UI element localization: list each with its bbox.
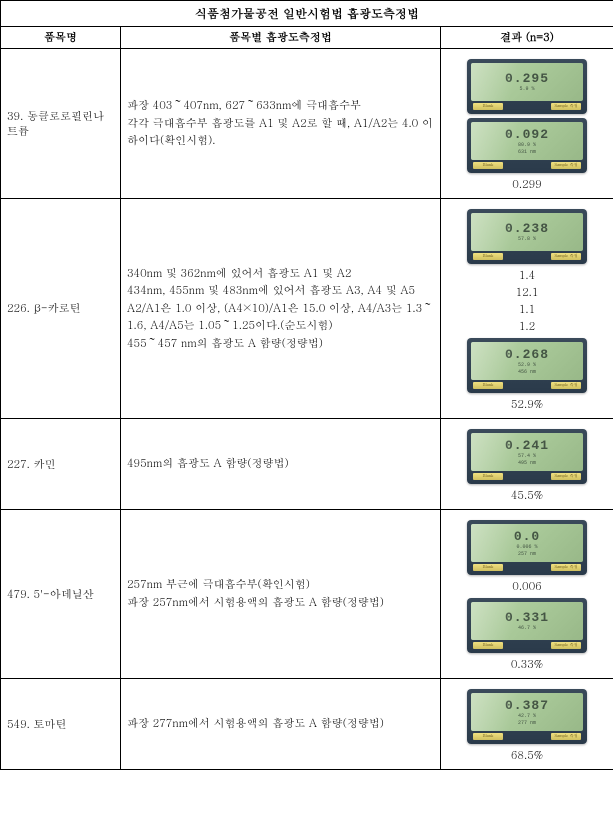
screen-main-value: 0.387 [505, 699, 549, 712]
device-screen: 0.26852.9 %456 nm [471, 342, 583, 380]
measurement-device: 0.24157.4 %495 nm Blank Sample 측정 [467, 429, 587, 484]
device-screen: 0.00.006 %257 nm [471, 524, 583, 562]
method-description: 257nm 부근에 극대흡수부(확인시험)파장 257nm에서 시험용액의 흡광… [121, 510, 441, 679]
device-screen: 0.24157.4 %495 nm [471, 433, 583, 471]
screen-main-value: 0.0 [514, 530, 540, 543]
measurement-device: 0.23857.8 % Blank Sample 측정 [467, 209, 587, 264]
device-buttons: Blank Sample 측정 [471, 103, 583, 110]
table-row: 549. 토마틴파장 277nm에서 시험용액의 흡광도 A 함량(정량법)0.… [1, 679, 613, 770]
device-buttons: Blank Sample 측정 [471, 642, 583, 649]
screen-sub-value: 5.9 % [520, 86, 535, 92]
screen-wavelength: 277 nm [518, 720, 536, 726]
item-name: 226. β-카로틴 [1, 199, 121, 419]
device-buttons: Blank Sample 측정 [471, 564, 583, 571]
sample-button: Sample 측정 [551, 103, 581, 110]
result-cell: 0.24157.4 %495 nm Blank Sample 측정 45.5% [441, 419, 613, 510]
table-title: 식품첨가물공전 일반시험법 흡광도측정법 [1, 1, 613, 27]
header-result: 결과 (n=3) [441, 27, 613, 49]
device-buttons: Blank Sample 측정 [471, 382, 583, 389]
device-screen: 0.09280.9 %631 nm [471, 122, 583, 160]
result-value: 1.2 [445, 319, 609, 334]
measurement-device: 0.38742.7 %277 nm Blank Sample 측정 [467, 689, 587, 744]
method-description: 495nm의 흡광도 A 함량(정량법) [121, 419, 441, 510]
blank-button: Blank [473, 642, 503, 649]
blank-button: Blank [473, 103, 503, 110]
header-row: 품목명 품목별 흡광도측정법 결과 (n=3) [1, 27, 613, 49]
measurement-device: 0.26852.9 %456 nm Blank Sample 측정 [467, 338, 587, 393]
blank-button: Blank [473, 733, 503, 740]
screen-main-value: 0.241 [505, 439, 549, 452]
device-buttons: Blank Sample 측정 [471, 162, 583, 169]
screen-main-value: 0.092 [505, 128, 549, 141]
result-value: 1.1 [445, 302, 609, 317]
item-name: 479. 5'-아데닐산 [1, 510, 121, 679]
sample-button: Sample 측정 [551, 564, 581, 571]
item-name: 39. 동클로로필린나트륨 [1, 49, 121, 199]
item-name: 227. 카민 [1, 419, 121, 510]
screen-sub-value: 0.006 % [517, 544, 538, 550]
main-table: 식품첨가물공전 일반시험법 흡광도측정법 품목명 품목별 흡광도측정법 결과 (… [0, 0, 613, 770]
sample-button: Sample 측정 [551, 733, 581, 740]
screen-wavelength: 495 nm [518, 460, 536, 466]
result-value: 1.4 [445, 268, 609, 283]
sample-button: Sample 측정 [551, 162, 581, 169]
device-screen: 0.38742.7 %277 nm [471, 693, 583, 731]
measurement-device: 0.00.006 %257 nm Blank Sample 측정 [467, 520, 587, 575]
measurement-device: 0.33146.7 % Blank Sample 측정 [467, 598, 587, 653]
result-value: 52.9% [445, 397, 609, 412]
blank-button: Blank [473, 253, 503, 260]
screen-sub-value: 46.7 % [518, 625, 536, 631]
result-value: 45.5% [445, 488, 609, 503]
blank-button: Blank [473, 382, 503, 389]
screen-wavelength: 631 nm [518, 149, 536, 155]
measurement-device: 0.2955.9 % Blank Sample 측정 [467, 59, 587, 114]
item-name: 549. 토마틴 [1, 679, 121, 770]
screen-sub-value: 57.4 % [518, 453, 536, 459]
table-row: 479. 5'-아데닐산257nm 부근에 극대흡수부(확인시험)파장 257n… [1, 510, 613, 679]
result-value: 12.1 [445, 285, 609, 300]
method-description: 파장 277nm에서 시험용액의 흡광도 A 함량(정량법) [121, 679, 441, 770]
sample-button: Sample 측정 [551, 382, 581, 389]
device-screen: 0.33146.7 % [471, 602, 583, 640]
blank-button: Blank [473, 162, 503, 169]
table-row: 39. 동클로로필린나트륨파장 403～407nm, 627～633nm에 극대… [1, 49, 613, 199]
screen-main-value: 0.268 [505, 348, 549, 361]
measurement-device: 0.09280.9 %631 nm Blank Sample 측정 [467, 118, 587, 173]
device-screen: 0.2955.9 % [471, 63, 583, 101]
method-description: 340nm 및 362nm에 있어서 흡광도 A1 및 A2434nm, 455… [121, 199, 441, 419]
result-cell: 0.38742.7 %277 nm Blank Sample 측정 68.5% [441, 679, 613, 770]
header-method: 품목별 흡광도측정법 [121, 27, 441, 49]
screen-main-value: 0.238 [505, 222, 549, 235]
result-cell: 0.2955.9 %BlankSample 측정0.09280.9 %631 n… [441, 49, 613, 199]
screen-wavelength: 257 nm [518, 551, 536, 557]
device-buttons: Blank Sample 측정 [471, 733, 583, 740]
result-value: 0.006 [445, 579, 609, 594]
screen-sub-value: 57.8 % [518, 236, 536, 242]
title-row: 식품첨가물공전 일반시험법 흡광도측정법 [1, 1, 613, 27]
screen-sub-value: 80.9 % [518, 142, 536, 148]
device-screen: 0.23857.8 % [471, 213, 583, 251]
device-buttons: Blank Sample 측정 [471, 473, 583, 480]
result-value: 0.299 [445, 177, 609, 192]
result-cell: 0.23857.8 % Blank Sample 측정 1.4 12.1 1.1 1.2 0.… [441, 199, 613, 419]
table-row: 227. 카민495nm의 흡광도 A 함량(정량법)0.24157.4 %49… [1, 419, 613, 510]
header-name: 품목명 [1, 27, 121, 49]
table-row: 226. β-카로틴340nm 및 362nm에 있어서 흡광도 A1 및 A2… [1, 199, 613, 419]
sample-button: Sample 측정 [551, 642, 581, 649]
sample-button: Sample 측정 [551, 253, 581, 260]
blank-button: Blank [473, 473, 503, 480]
device-buttons: Blank Sample 측정 [471, 253, 583, 260]
sample-button: Sample 측정 [551, 473, 581, 480]
result-value: 68.5% [445, 748, 609, 763]
screen-wavelength: 456 nm [518, 369, 536, 375]
result-value: 0.33% [445, 657, 609, 672]
result-cell: 0.00.006 %257 nm Blank Sample 측정 0.006 0.331… [441, 510, 613, 679]
method-description: 파장 403～407nm, 627～633nm에 극대흡수부각각 극대흡수부 흡… [121, 49, 441, 199]
blank-button: Blank [473, 564, 503, 571]
screen-main-value: 0.295 [505, 72, 549, 85]
screen-sub-value: 42.7 % [518, 713, 536, 719]
screen-main-value: 0.331 [505, 611, 549, 624]
screen-sub-value: 52.9 % [518, 362, 536, 368]
